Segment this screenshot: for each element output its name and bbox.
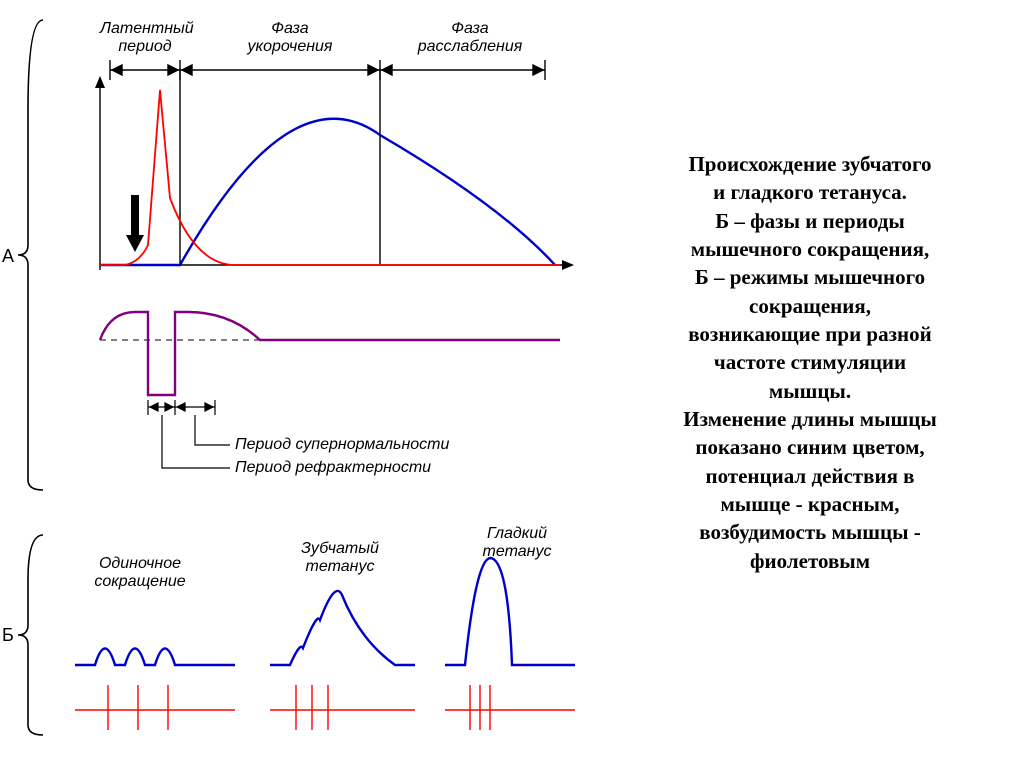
phase-ruler <box>110 60 545 80</box>
title-line: Б – режимы мышечного <box>610 263 1010 291</box>
label-relaxation: Фаза расслабления <box>395 20 545 56</box>
purple-excitability-curve <box>100 312 560 395</box>
stimulus-arrow-icon <box>126 195 144 252</box>
period-marks <box>148 400 215 415</box>
title-line: показано синим цветом, <box>610 433 1010 461</box>
charta-yaxis-arrow <box>95 76 105 88</box>
label-latent: Латентный период <box>100 20 190 56</box>
label-supernormal: Период супернормальности <box>235 436 449 454</box>
bracket-a <box>18 20 43 490</box>
callout-refractory-line <box>162 415 230 468</box>
title-line: Б – фазы и периоды <box>610 207 1010 235</box>
label-unfused-tetanus: Зубчатый тетанус <box>285 540 395 576</box>
title-line: потенциал действия в <box>610 462 1010 490</box>
panel-letter-a: А <box>2 246 14 267</box>
label-shortening: Фаза укорочения <box>215 20 365 56</box>
title-line: сокращения, <box>610 292 1010 320</box>
title-line: фиолетовым <box>610 547 1010 575</box>
bracket-b <box>18 535 43 735</box>
groupB-fused <box>445 558 575 730</box>
title-line: Происхождение зубчатого <box>610 150 1010 178</box>
panel-letter-b: Б <box>2 625 14 646</box>
title-line: возбудимость мышцы - <box>610 518 1010 546</box>
charta-xaxis-arrow <box>562 260 574 270</box>
title-line: мышце - красным, <box>610 490 1010 518</box>
callout-supernormal-line <box>195 415 230 445</box>
title-line: и гладкого тетануса. <box>610 178 1010 206</box>
description-text: Происхождение зубчатого и гладкого тетан… <box>610 150 1010 575</box>
label-refractory: Период рефрактерности <box>235 459 431 477</box>
title-line: мышечного сокращения, <box>610 235 1010 263</box>
label-fused-tetanus: Гладкий тетанус <box>462 525 572 561</box>
title-line: возникающие при разной <box>610 320 1010 348</box>
blue-contraction-curve <box>100 119 555 265</box>
red-action-potential <box>100 90 560 265</box>
label-single-twitch: Одиночное сокращение <box>80 555 200 591</box>
title-line: мышцы. <box>610 377 1010 405</box>
groupB-single <box>75 649 235 731</box>
title-line: частоте стимуляции <box>610 348 1010 376</box>
groupB-unfused <box>270 591 415 730</box>
title-line: Изменение длины мышцы <box>610 405 1010 433</box>
